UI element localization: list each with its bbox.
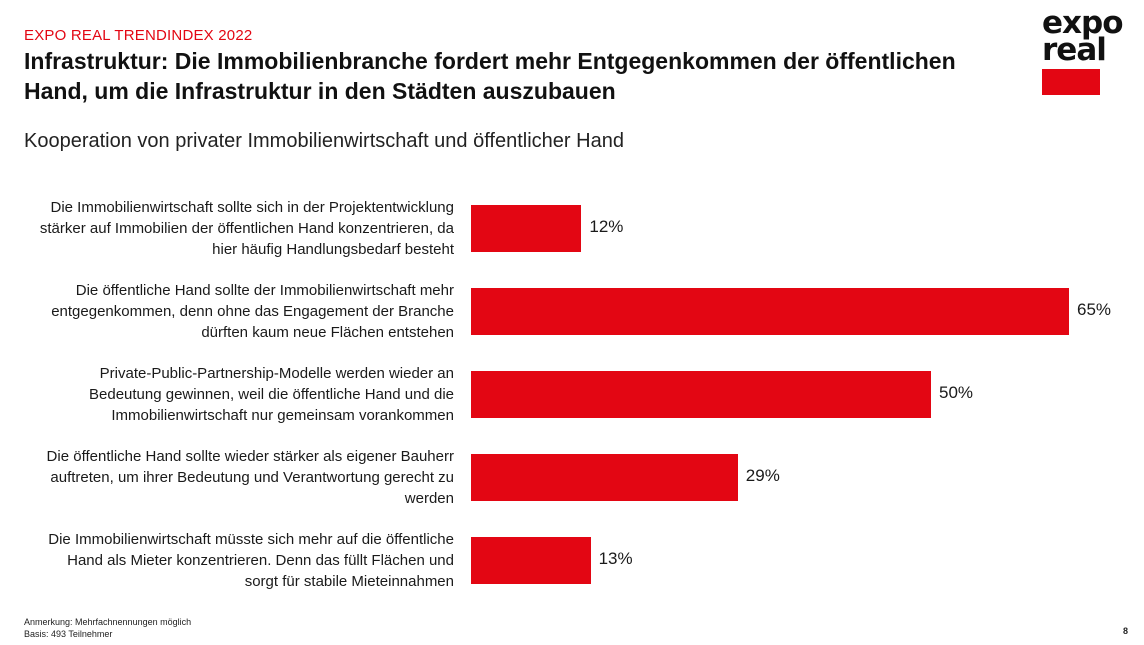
category-label: Die öffentliche Hand sollte wieder stärk… <box>46 447 454 507</box>
logo-red-bar <box>1042 69 1100 95</box>
category-label: Private-Public-Partnership-Modelle werde… <box>89 364 454 424</box>
bar <box>471 204 582 252</box>
expo-real-logo: expo real <box>1042 8 1124 95</box>
chart-subtitle: Kooperation von privater Immobilienwirts… <box>24 130 624 152</box>
category-label: Die öffentliche Hand sollte der Immobili… <box>51 281 454 341</box>
category-label: Die Immobilienwirtschaft sollte sich in … <box>39 198 454 258</box>
value-label: 50% <box>939 383 974 402</box>
page-number: 8 <box>1122 626 1128 636</box>
value-label: 65% <box>1077 300 1112 319</box>
bar <box>471 370 931 418</box>
report-kicker: EXPO REAL TRENDINDEX 2022 <box>24 27 253 44</box>
footnote-remark: Anmerkung: Mehrfachnennungen möglich <box>24 617 192 627</box>
value-label: 29% <box>745 466 780 485</box>
page-title: Infrastruktur: Die Immobilienbranche for… <box>24 48 956 104</box>
bar <box>471 453 738 501</box>
logo-line-2: real <box>1042 32 1107 68</box>
bar <box>471 287 1069 335</box>
bar <box>471 536 591 584</box>
footnote-basis: Basis: 493 Teilnehmer <box>24 629 113 639</box>
value-label: 13% <box>598 549 633 568</box>
category-label: Die Immobilienwirtschaft müsste sich meh… <box>48 530 454 590</box>
value-label: 12% <box>589 217 624 236</box>
